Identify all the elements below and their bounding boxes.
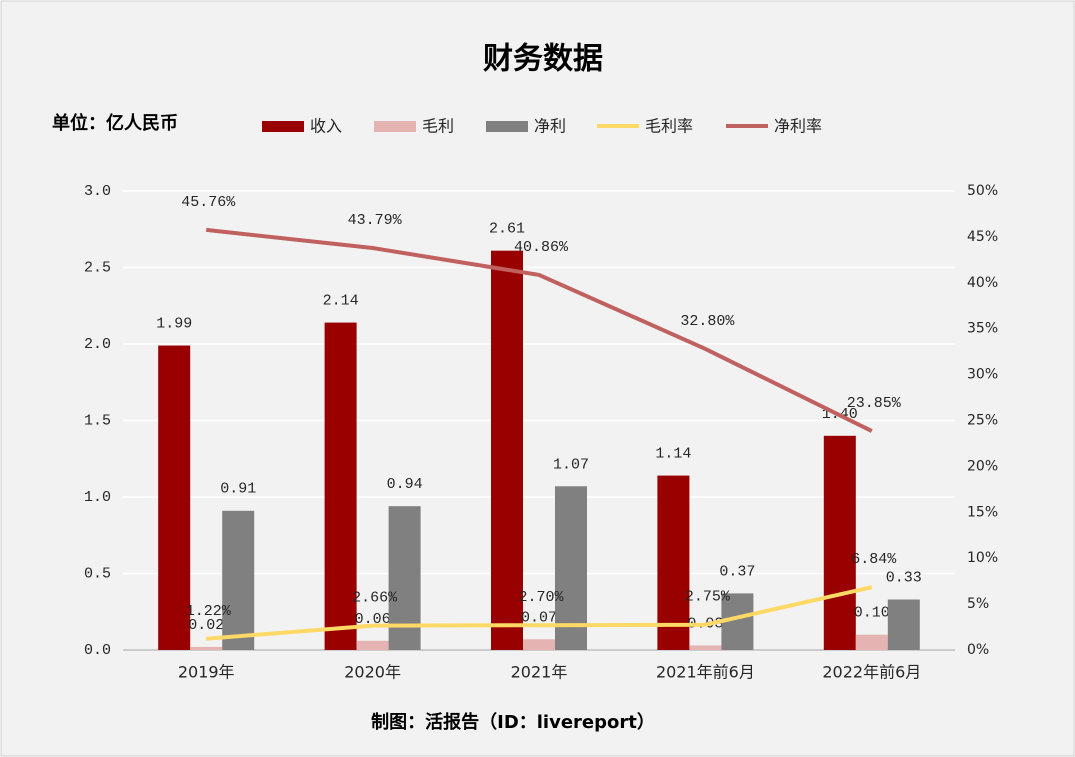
- data-label: 43.79%: [348, 212, 403, 229]
- data-label: 0.37: [719, 563, 755, 580]
- y2-tick-label: 10%: [967, 550, 998, 566]
- legend-label: 收入: [310, 117, 342, 136]
- y2-tick-label: 40%: [967, 275, 998, 291]
- y-tick-label: 1.0: [84, 489, 111, 506]
- data-label: 45.76%: [181, 194, 236, 211]
- y-tick-label: 3.0: [84, 183, 111, 200]
- y-tick-label: 0.0: [84, 642, 111, 659]
- data-label: 0.07: [521, 609, 557, 626]
- data-label: 1.22%: [186, 603, 232, 620]
- legend-swatch: [486, 121, 528, 132]
- data-label: 1.07: [553, 456, 589, 473]
- x-tick-label: 2019年: [178, 663, 235, 682]
- y-tick-label: 1.5: [84, 412, 111, 429]
- bar: [823, 435, 856, 650]
- y2-tick-label: 45%: [967, 229, 998, 245]
- x-tick-label: 2021年: [511, 663, 568, 682]
- y2-tick-label: 25%: [967, 413, 998, 429]
- bar: [222, 510, 255, 650]
- data-label: 0.33: [886, 569, 922, 586]
- data-label: 1.14: [655, 446, 691, 463]
- data-label: 2.66%: [352, 590, 398, 607]
- bar: [356, 640, 389, 650]
- bar: [523, 639, 555, 650]
- data-label: 32.80%: [680, 313, 735, 330]
- data-label: 0.06: [355, 611, 391, 628]
- data-label: 0.10: [854, 605, 890, 622]
- bar: [491, 250, 523, 651]
- data-label: 2.70%: [518, 589, 564, 606]
- data-label: 6.84%: [851, 551, 897, 568]
- legend-swatch: [374, 121, 416, 132]
- bar: [190, 646, 223, 650]
- bar: [855, 634, 888, 650]
- x-tick-label: 2020年: [344, 663, 401, 682]
- y2-tick-label: 5%: [967, 596, 989, 612]
- y-tick-label: 2.0: [84, 336, 111, 353]
- legend-label: 净利率: [774, 117, 822, 136]
- bar: [689, 645, 722, 650]
- data-label: 1.99: [156, 315, 192, 332]
- legend-label: 净利: [534, 117, 566, 136]
- data-label: 2.14: [323, 293, 359, 310]
- y-tick-label: 0.5: [84, 565, 111, 582]
- footer: 制图：活报告（ID：livereport）: [371, 711, 655, 733]
- data-label: 0.02: [188, 617, 224, 634]
- legend-label: 毛利: [422, 117, 454, 136]
- data-label: 2.75%: [685, 589, 731, 606]
- x-tick-label: 2021年前6月: [656, 663, 755, 682]
- y2-tick-label: 0%: [967, 642, 989, 658]
- data-label: 0.94: [387, 476, 423, 493]
- unit-label: 单位：亿人民币: [52, 112, 178, 134]
- y2-tick-label: 20%: [967, 458, 998, 474]
- legend-label: 毛利率: [645, 117, 693, 136]
- x-tick-label: 2022年前6月: [822, 663, 921, 682]
- data-label: 0.91: [220, 481, 256, 498]
- line: [205, 227, 873, 433]
- y2-tick-label: 30%: [967, 367, 998, 383]
- chart-title: 财务数据: [483, 42, 603, 77]
- legend-swatch: [262, 121, 304, 132]
- bar: [887, 599, 920, 650]
- bar: [158, 345, 191, 650]
- y2-tick-label: 50%: [967, 183, 998, 199]
- line: [206, 585, 873, 641]
- bar: [388, 506, 421, 650]
- bar: [657, 475, 690, 650]
- data-label: 40.86%: [514, 239, 569, 256]
- y2-tick-label: 15%: [967, 504, 998, 520]
- bar: [555, 486, 587, 650]
- bar: [324, 322, 357, 650]
- y-tick-label: 2.5: [84, 259, 111, 276]
- y2-tick-label: 35%: [967, 321, 998, 337]
- data-label: 23.85%: [847, 395, 902, 412]
- data-label: 2.61: [489, 221, 525, 238]
